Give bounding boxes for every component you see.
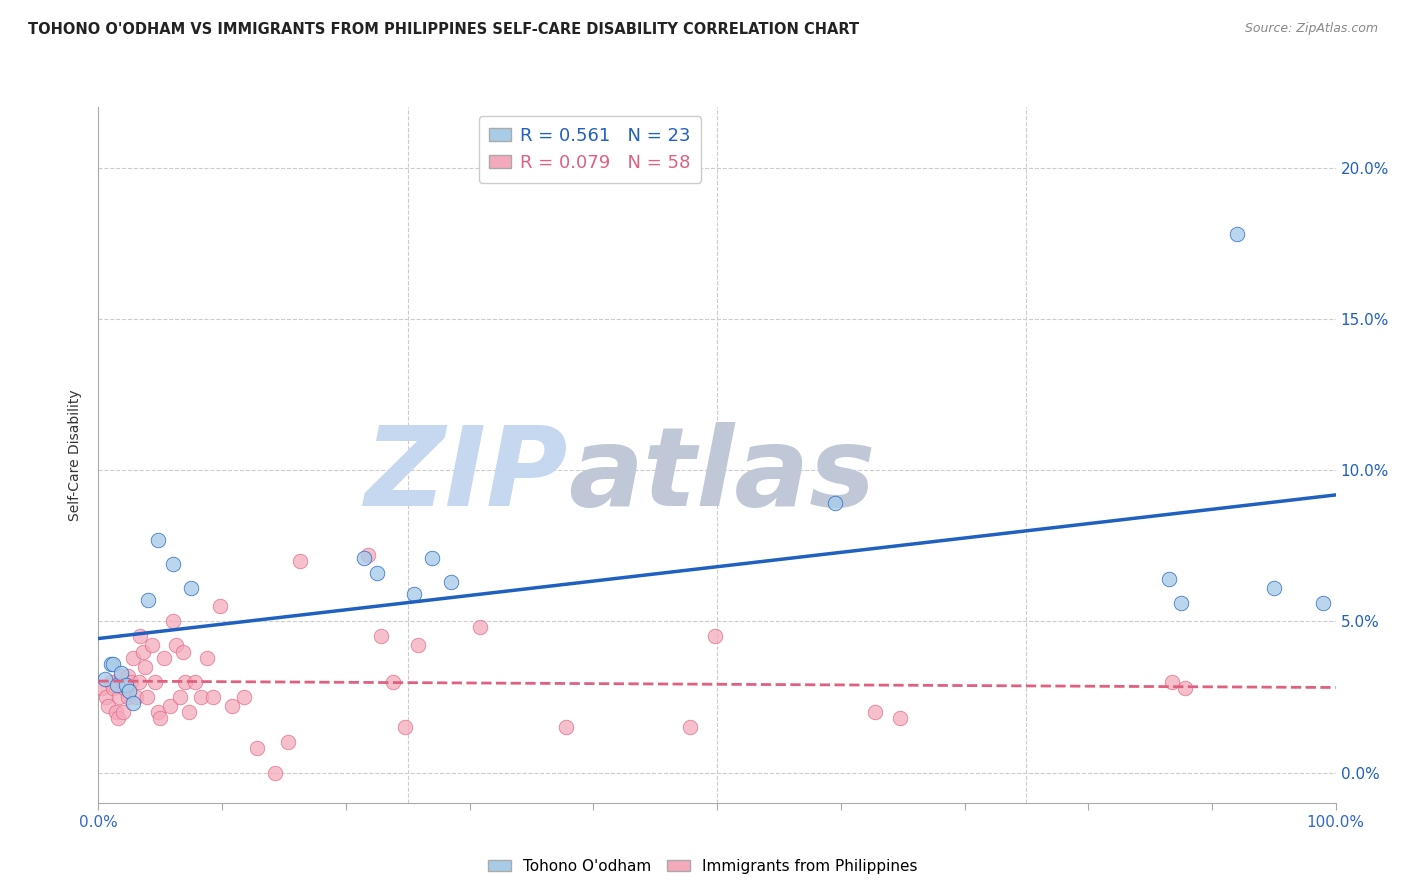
Point <box>103 657 125 671</box>
Point <box>118 684 141 698</box>
Point <box>264 765 287 780</box>
Point <box>174 674 197 689</box>
Point <box>165 639 187 653</box>
Point <box>110 665 132 680</box>
Point <box>824 496 846 510</box>
Point <box>177 705 200 719</box>
Point <box>1226 227 1249 241</box>
Point <box>136 593 159 607</box>
Point <box>357 548 380 562</box>
Point <box>468 620 491 634</box>
Point <box>889 711 911 725</box>
Point <box>117 669 139 683</box>
Legend: Tohono O'odham, Immigrants from Philippines: Tohono O'odham, Immigrants from Philippi… <box>482 853 924 880</box>
Point <box>141 639 163 653</box>
Point <box>107 711 129 725</box>
Text: ZIP: ZIP <box>366 422 568 529</box>
Point <box>402 587 425 601</box>
Point <box>159 698 181 713</box>
Point <box>105 678 128 692</box>
Point <box>124 690 146 704</box>
Point <box>202 690 225 704</box>
Point <box>555 720 578 734</box>
Point <box>1161 674 1184 689</box>
Point <box>104 705 127 719</box>
Point <box>146 533 169 547</box>
Point <box>162 615 184 629</box>
Legend: R = 0.561   N = 23, R = 0.079   N = 58: R = 0.561 N = 23, R = 0.079 N = 58 <box>478 116 702 183</box>
Point <box>406 639 429 653</box>
Point <box>1263 581 1285 595</box>
Point <box>366 566 388 580</box>
Point <box>149 711 172 725</box>
Y-axis label: Self-Care Disability: Self-Care Disability <box>69 389 83 521</box>
Point <box>100 674 122 689</box>
Point <box>128 674 150 689</box>
Point <box>129 629 152 643</box>
Point <box>135 690 157 704</box>
Point <box>233 690 256 704</box>
Point <box>440 574 463 589</box>
Point <box>122 650 145 665</box>
Point <box>108 690 131 704</box>
Point <box>112 705 135 719</box>
Point <box>117 690 139 704</box>
Point <box>114 678 136 692</box>
Point <box>180 581 202 595</box>
Point <box>172 644 194 658</box>
Point <box>91 681 114 695</box>
Point <box>120 674 142 689</box>
Point <box>143 674 166 689</box>
Point <box>277 735 299 749</box>
Point <box>110 669 132 683</box>
Point <box>93 672 115 686</box>
Point <box>865 705 887 719</box>
Point <box>153 650 176 665</box>
Point <box>703 629 725 643</box>
Point <box>162 557 184 571</box>
Point <box>422 550 444 565</box>
Point <box>184 674 207 689</box>
Point <box>132 644 155 658</box>
Point <box>679 720 702 734</box>
Point <box>146 705 169 719</box>
Point <box>1170 596 1192 610</box>
Point <box>394 720 416 734</box>
Point <box>246 741 269 756</box>
Point <box>94 690 117 704</box>
Point <box>115 681 138 695</box>
Point <box>1174 681 1197 695</box>
Point <box>122 696 145 710</box>
Point <box>353 550 375 565</box>
Point <box>208 599 231 614</box>
Point <box>112 681 135 695</box>
Point <box>100 657 122 671</box>
Point <box>169 690 191 704</box>
Point <box>221 698 243 713</box>
Text: atlas: atlas <box>568 422 876 529</box>
Point <box>370 629 392 643</box>
Point <box>103 681 125 695</box>
Point <box>381 674 404 689</box>
Point <box>97 698 120 713</box>
Text: TOHONO O'ODHAM VS IMMIGRANTS FROM PHILIPPINES SELF-CARE DISABILITY CORRELATION C: TOHONO O'ODHAM VS IMMIGRANTS FROM PHILIP… <box>28 22 859 37</box>
Point <box>134 659 156 673</box>
Point <box>195 650 218 665</box>
Point <box>288 554 311 568</box>
Point <box>1312 596 1334 610</box>
Point <box>190 690 212 704</box>
Text: Source: ZipAtlas.com: Source: ZipAtlas.com <box>1244 22 1378 36</box>
Point <box>1157 572 1180 586</box>
